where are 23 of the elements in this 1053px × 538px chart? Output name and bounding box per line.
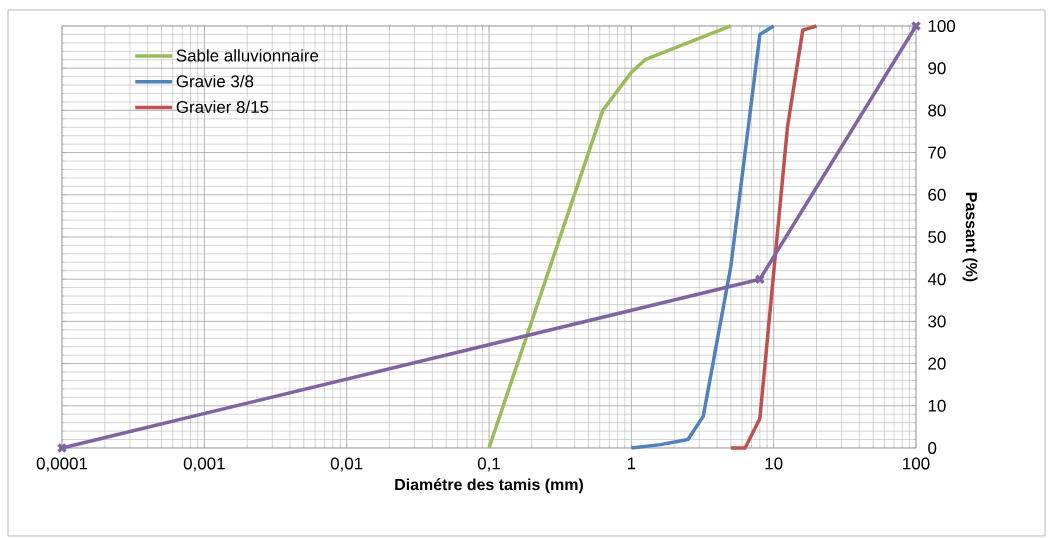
x-tick-label: 0,01 [330, 457, 363, 472]
y-axis-title: Passant (%) [962, 192, 978, 282]
x-tick-label: 10 [765, 457, 783, 470]
x-axis-title: Diamétre des tamis (mm) [395, 478, 583, 494]
x-tick-label: 0,001 [183, 457, 225, 472]
x-tick-label: 0,0001 [36, 457, 88, 472]
y-tick-label: 50 [928, 230, 946, 243]
legend-label: Sable alluvionnaire [176, 49, 319, 62]
x-tick-label: 1 [627, 457, 636, 470]
y-tick-label: 80 [928, 104, 946, 117]
y-tick-label: 40 [927, 273, 946, 286]
y-tick-label: 60 [928, 188, 946, 201]
y-tick-label: 100 [928, 19, 956, 32]
y-tick-label: 20 [928, 357, 946, 370]
y-tick-label: 70 [928, 146, 946, 159]
y-tick-label: 90 [928, 62, 946, 75]
y-tick-label: 30 [928, 315, 946, 328]
x-tick-label: 100 [903, 457, 930, 470]
y-tick-label: 10 [928, 399, 946, 412]
y-tick-label: 0 [928, 441, 937, 454]
legend-label: Gravie 3/8 [176, 74, 254, 88]
x-tick-label: 0,1 [477, 457, 500, 472]
legend-label: Gravier 8/15 [176, 100, 269, 114]
